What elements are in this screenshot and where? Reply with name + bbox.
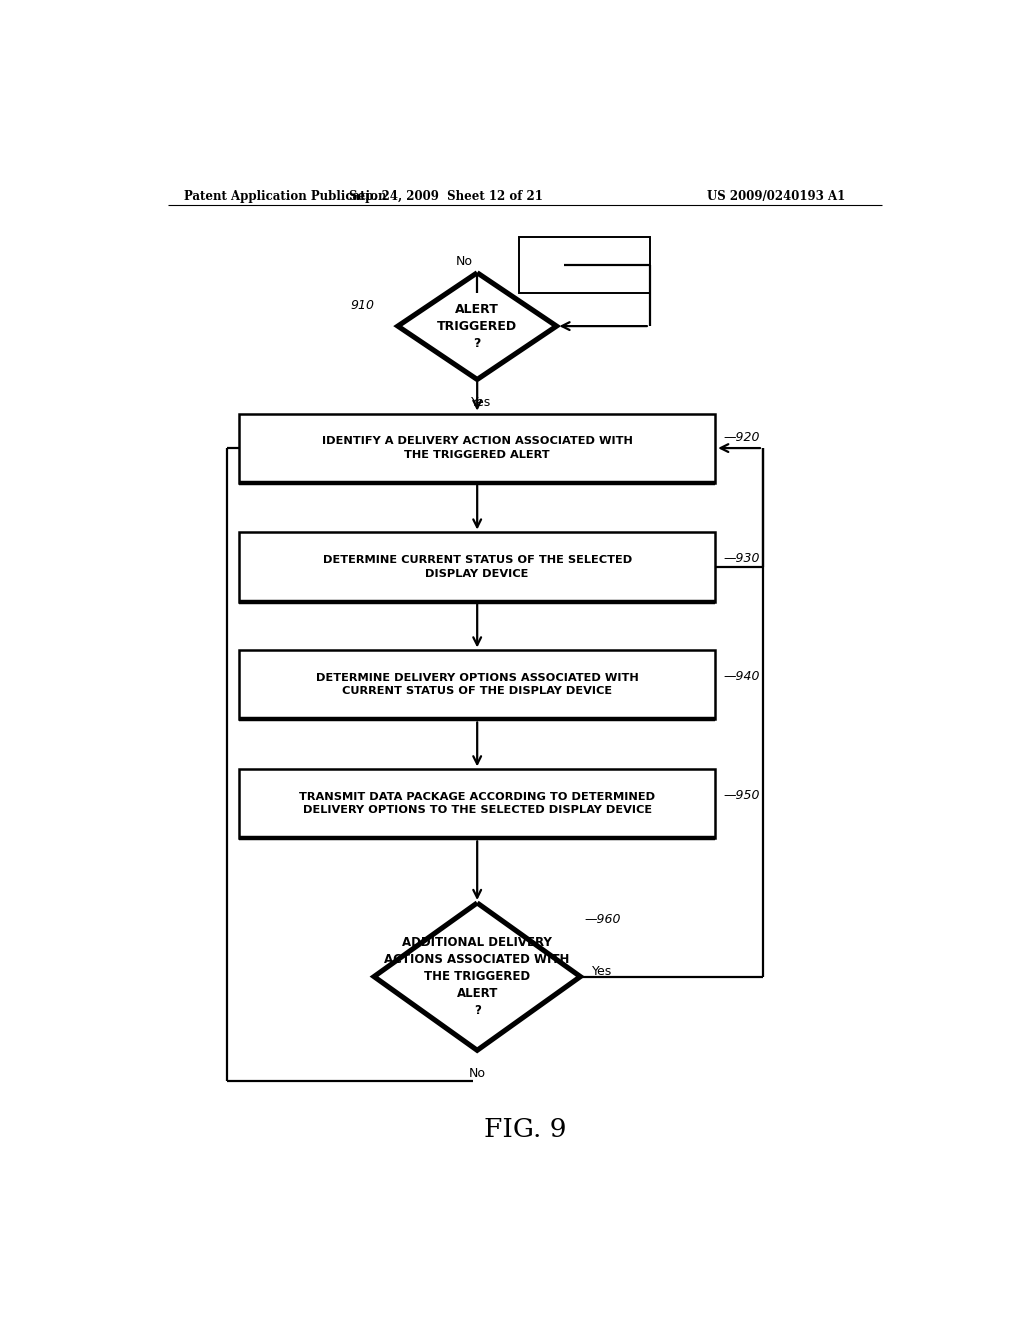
Bar xyxy=(240,770,715,838)
Text: Yes: Yes xyxy=(592,965,612,978)
Bar xyxy=(519,238,650,293)
Text: —960: —960 xyxy=(585,913,621,927)
Text: ADDITIONAL DELIVERY
ACTIONS ASSOCIATED WITH
THE TRIGGERED
ALERT
?: ADDITIONAL DELIVERY ACTIONS ASSOCIATED W… xyxy=(384,936,570,1018)
Text: 910: 910 xyxy=(350,300,374,313)
Text: No: No xyxy=(469,1067,485,1080)
Text: FIG. 9: FIG. 9 xyxy=(483,1117,566,1142)
Text: —950: —950 xyxy=(723,789,760,803)
Bar xyxy=(240,651,715,719)
Text: Patent Application Publication: Patent Application Publication xyxy=(183,190,386,202)
Text: TRANSMIT DATA PACKAGE ACCORDING TO DETERMINED
DELIVERY OPTIONS TO THE SELECTED D: TRANSMIT DATA PACKAGE ACCORDING TO DETER… xyxy=(299,792,655,816)
Text: Yes: Yes xyxy=(471,396,492,409)
Bar xyxy=(240,532,715,602)
Text: DETERMINE CURRENT STATUS OF THE SELECTED
DISPLAY DEVICE: DETERMINE CURRENT STATUS OF THE SELECTED… xyxy=(323,556,632,578)
Text: US 2009/0240193 A1: US 2009/0240193 A1 xyxy=(708,190,846,202)
Text: —920: —920 xyxy=(723,432,760,445)
Text: —930: —930 xyxy=(723,552,760,565)
Bar xyxy=(240,413,715,483)
Text: —940: —940 xyxy=(723,671,760,684)
Text: IDENTIFY A DELIVERY ACTION ASSOCIATED WITH
THE TRIGGERED ALERT: IDENTIFY A DELIVERY ACTION ASSOCIATED WI… xyxy=(322,437,633,459)
Text: ALERT
TRIGGERED
?: ALERT TRIGGERED ? xyxy=(437,302,517,350)
Text: Sep. 24, 2009  Sheet 12 of 21: Sep. 24, 2009 Sheet 12 of 21 xyxy=(348,190,543,202)
Text: No: No xyxy=(457,255,473,268)
Text: DETERMINE DELIVERY OPTIONS ASSOCIATED WITH
CURRENT STATUS OF THE DISPLAY DEVICE: DETERMINE DELIVERY OPTIONS ASSOCIATED WI… xyxy=(315,673,639,697)
